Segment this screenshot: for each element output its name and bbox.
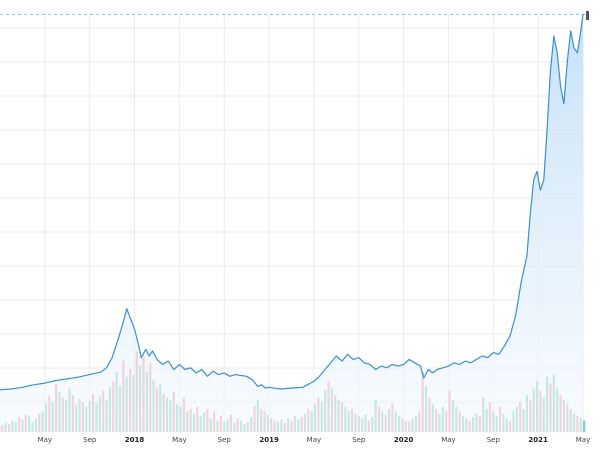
x-tick-label: May (172, 436, 186, 444)
x-tick-label: May (307, 436, 321, 444)
x-tick-label: May (38, 436, 52, 444)
price-area-fill (0, 14, 583, 432)
x-tick-label: May (441, 436, 455, 444)
x-tick-label: Sep (218, 436, 232, 444)
x-tick-label: Sep (352, 436, 366, 444)
x-tick-label: 2020 (394, 436, 414, 444)
price-scale-marker (586, 11, 589, 20)
price-line (0, 13, 584, 391)
x-tick-label: 2021 (528, 436, 548, 444)
volume-bar (583, 420, 586, 432)
x-tick-label: Sep (487, 436, 501, 444)
x-axis-ticks: May Sep 2018 May Sep 2019 May Sep 2020 May Sep 2021… (38, 436, 591, 444)
x-tick-label: May (576, 436, 590, 444)
x-tick-label: 2018 (125, 436, 145, 444)
x-tick-label: Sep (83, 436, 97, 444)
x-tick-label: 2019 (259, 436, 279, 444)
